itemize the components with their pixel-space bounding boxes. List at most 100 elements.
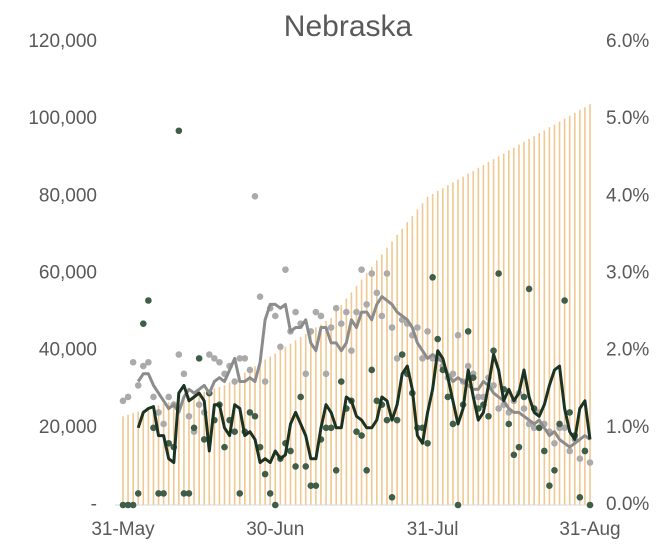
dot bbox=[292, 463, 299, 470]
dot bbox=[129, 501, 137, 509]
dot bbox=[424, 439, 431, 447]
y2-tick-label: 3.0% bbox=[606, 263, 649, 284]
dot bbox=[348, 347, 355, 354]
dot bbox=[195, 355, 203, 362]
dot bbox=[150, 424, 157, 432]
dot bbox=[140, 362, 147, 370]
dot bbox=[200, 436, 208, 443]
dot bbox=[134, 382, 142, 389]
dot bbox=[429, 274, 436, 281]
dot bbox=[475, 393, 482, 401]
dot bbox=[327, 424, 335, 432]
dot bbox=[231, 378, 238, 385]
x-tick-label: 31-May bbox=[91, 519, 155, 540]
dot bbox=[322, 370, 330, 378]
dot bbox=[576, 455, 584, 463]
dot bbox=[419, 355, 426, 362]
dot bbox=[515, 443, 523, 451]
dot bbox=[236, 355, 244, 362]
y-tick-label: 20,000 bbox=[39, 417, 97, 438]
dot bbox=[551, 439, 558, 447]
dot bbox=[373, 397, 381, 405]
y2-tick-label: 6.0% bbox=[606, 31, 649, 52]
dot bbox=[388, 493, 396, 501]
dot bbox=[505, 420, 513, 428]
dot bbox=[398, 351, 406, 358]
dot bbox=[129, 358, 137, 366]
dot bbox=[378, 312, 386, 320]
dot bbox=[261, 378, 269, 385]
dot bbox=[464, 328, 472, 335]
dot bbox=[525, 285, 533, 293]
dot bbox=[292, 308, 299, 316]
dot bbox=[373, 289, 381, 297]
dot bbox=[368, 366, 376, 374]
y-tick-label: 100,000 bbox=[28, 108, 97, 129]
x-tick-label: 31-Aug bbox=[559, 519, 620, 540]
dot bbox=[140, 320, 147, 327]
dot bbox=[535, 424, 543, 432]
dot bbox=[190, 424, 198, 432]
dot bbox=[175, 351, 183, 358]
dot bbox=[180, 370, 188, 378]
dot bbox=[246, 366, 254, 374]
dot bbox=[155, 409, 162, 416]
dot bbox=[561, 424, 568, 432]
dot bbox=[388, 324, 396, 331]
dot bbox=[541, 447, 548, 455]
dot bbox=[495, 270, 502, 277]
dot bbox=[180, 490, 188, 497]
dot bbox=[307, 482, 315, 490]
dot bbox=[332, 466, 340, 474]
dot bbox=[312, 482, 320, 490]
dot bbox=[145, 297, 152, 304]
dot bbox=[332, 304, 340, 312]
y2-tick-label: 4.0% bbox=[606, 185, 649, 206]
dot bbox=[449, 370, 457, 378]
dot bbox=[510, 451, 518, 459]
dot bbox=[337, 320, 345, 327]
dot bbox=[160, 420, 167, 428]
dot bbox=[251, 193, 259, 200]
dot bbox=[464, 362, 472, 370]
y2-tick-label: 1.0% bbox=[606, 417, 649, 438]
y2-tick-label: 0.0% bbox=[606, 494, 649, 515]
dot bbox=[277, 343, 284, 351]
line bbox=[136, 295, 591, 449]
dot bbox=[119, 501, 127, 509]
dot bbox=[256, 293, 264, 300]
dot bbox=[393, 355, 401, 362]
dot bbox=[216, 358, 223, 366]
dot bbox=[556, 420, 563, 428]
line bbox=[136, 349, 592, 465]
dot bbox=[383, 270, 391, 277]
chart-title: Nebraska bbox=[284, 10, 413, 43]
dot bbox=[246, 409, 254, 416]
dot bbox=[414, 324, 421, 331]
dot bbox=[368, 270, 376, 277]
y-tick-label: 60,000 bbox=[39, 263, 97, 284]
dot bbox=[469, 374, 477, 381]
dot bbox=[327, 324, 335, 331]
dot bbox=[530, 424, 538, 432]
y-tick-label: 40,000 bbox=[39, 340, 97, 361]
dot bbox=[490, 382, 497, 389]
dot bbox=[185, 412, 193, 420]
dot bbox=[358, 266, 365, 273]
dot bbox=[271, 312, 279, 320]
dot bbox=[337, 378, 345, 385]
y-tick-label: 120,000 bbox=[28, 31, 97, 52]
dot bbox=[261, 470, 269, 478]
dot bbox=[134, 490, 142, 497]
dot bbox=[165, 393, 172, 401]
dot bbox=[241, 355, 249, 362]
dot bbox=[495, 405, 502, 412]
dot bbox=[393, 416, 401, 424]
dot bbox=[576, 493, 584, 501]
y-tick-label: - bbox=[91, 494, 97, 515]
dot bbox=[317, 312, 325, 320]
dot bbox=[195, 401, 203, 408]
dot bbox=[287, 447, 294, 455]
dot bbox=[444, 393, 452, 401]
